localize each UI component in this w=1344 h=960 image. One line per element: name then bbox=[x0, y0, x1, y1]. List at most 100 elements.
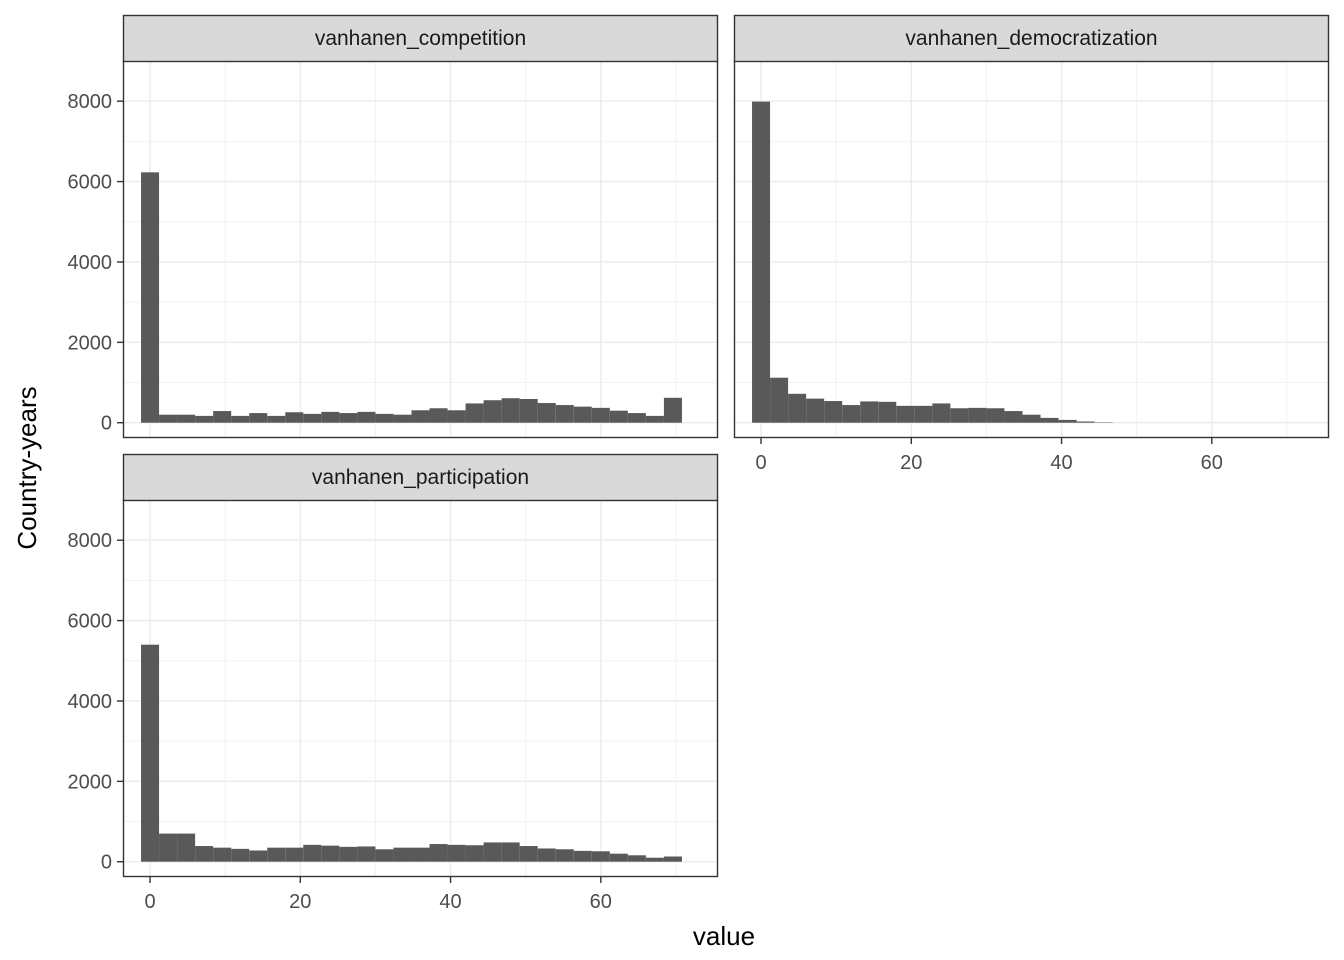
histogram-bar bbox=[465, 845, 484, 862]
histogram-bar bbox=[483, 842, 502, 862]
histogram-bar bbox=[770, 377, 789, 423]
x-tick-label: 0 bbox=[755, 452, 766, 474]
histogram-bar bbox=[339, 413, 358, 423]
histogram-bar bbox=[393, 414, 412, 423]
histogram-bar bbox=[555, 405, 574, 423]
histogram-bar bbox=[1004, 411, 1023, 423]
histogram-bar bbox=[1076, 421, 1095, 423]
histogram-bar bbox=[968, 407, 987, 423]
x-tick-label: 20 bbox=[289, 891, 311, 913]
x-tick-label: 40 bbox=[439, 891, 461, 913]
histogram-bar bbox=[573, 406, 592, 423]
histogram-bar bbox=[824, 401, 843, 423]
facet-strip-label: vanhanen_participation bbox=[312, 466, 529, 489]
histogram-bar bbox=[303, 413, 322, 423]
histogram-bar bbox=[986, 408, 1005, 423]
facet-strip bbox=[122, 14, 719, 63]
panels-layer: vanhanen_competition02000400060008000van… bbox=[68, 14, 1330, 913]
histogram-bar bbox=[249, 850, 268, 862]
histogram-bar bbox=[177, 833, 196, 862]
facet-panel: vanhanen_democratization 0 20 40 60 bbox=[733, 14, 1330, 474]
histogram-bar bbox=[663, 856, 682, 862]
histogram-bar bbox=[555, 849, 574, 862]
histogram-bar bbox=[860, 401, 879, 423]
x-tick-label: 20 bbox=[900, 452, 922, 474]
histogram-bar bbox=[213, 411, 232, 423]
histogram-bar bbox=[932, 403, 951, 423]
x-tick-label: 60 bbox=[590, 891, 612, 913]
y-tick-label: 8000 bbox=[68, 91, 113, 113]
histogram-bar bbox=[842, 405, 861, 423]
histogram-bar bbox=[914, 405, 933, 423]
histogram-bar bbox=[357, 846, 376, 862]
facet-strip bbox=[122, 453, 719, 502]
histogram-bar bbox=[501, 842, 520, 862]
histogram-bar bbox=[950, 408, 969, 423]
histogram-bar bbox=[806, 398, 825, 423]
x-tick-label: 0 bbox=[144, 891, 155, 913]
histogram-bar bbox=[321, 411, 340, 423]
histogram-bar bbox=[519, 846, 538, 862]
y-tick-label: 0 bbox=[101, 852, 112, 874]
y-tick-label: 2000 bbox=[68, 771, 113, 793]
x-tick-label: 40 bbox=[1050, 452, 1072, 474]
histogram-bar bbox=[609, 853, 628, 862]
histogram-bar bbox=[249, 413, 268, 423]
histogram-bar bbox=[159, 414, 178, 423]
histogram-bar bbox=[1040, 417, 1059, 423]
histogram-bar bbox=[1058, 419, 1077, 423]
histogram-bar bbox=[411, 410, 430, 423]
histogram-bar bbox=[411, 847, 430, 862]
histogram-bar bbox=[231, 415, 250, 423]
histogram-bar bbox=[591, 851, 610, 862]
histogram-bar bbox=[159, 833, 178, 862]
histogram-bar bbox=[357, 411, 376, 423]
histogram-bar bbox=[573, 850, 592, 862]
histogram-bar bbox=[177, 414, 196, 423]
histogram-bar bbox=[285, 412, 304, 423]
y-tick-label: 6000 bbox=[68, 611, 113, 633]
histogram-bar bbox=[393, 847, 412, 862]
histogram-bar bbox=[447, 410, 466, 423]
y-tick-label: 2000 bbox=[68, 332, 113, 354]
plot-background bbox=[734, 61, 1329, 438]
plot-background bbox=[123, 61, 718, 438]
histogram-bar bbox=[609, 410, 628, 423]
histogram-bar bbox=[195, 846, 214, 862]
histogram-bar bbox=[519, 399, 538, 423]
histogram-bar bbox=[285, 847, 304, 862]
histogram-bar bbox=[321, 845, 340, 862]
histogram-bar bbox=[1022, 414, 1041, 423]
facet-panel: vanhanen_competition 0 2000 4000 6000 8000 bbox=[68, 14, 719, 439]
histogram-bar bbox=[645, 415, 664, 423]
histogram-bar bbox=[447, 844, 466, 862]
histogram-bar bbox=[141, 172, 160, 423]
histogram-bar bbox=[627, 413, 646, 423]
histogram-bar bbox=[213, 847, 232, 862]
histogram-bar bbox=[267, 847, 286, 862]
histogram-bar bbox=[375, 849, 394, 862]
histogram-bar bbox=[231, 848, 250, 862]
histogram-bar bbox=[483, 400, 502, 423]
y-axis-title: Country-years bbox=[12, 386, 42, 549]
facet-panel: vanhanen_participation 0 2000 4000 6000 8000 0… bbox=[68, 453, 719, 913]
histogram-bar bbox=[878, 401, 897, 423]
histogram-bar bbox=[501, 398, 520, 423]
histogram-bar bbox=[303, 844, 322, 862]
histogram-bar bbox=[429, 844, 448, 862]
histogram-bar bbox=[663, 397, 682, 423]
histogram-bar bbox=[537, 848, 556, 862]
facet-strip-label: vanhanen_democratization bbox=[905, 27, 1157, 50]
histogram-bar bbox=[195, 415, 214, 423]
histogram-bar bbox=[375, 413, 394, 423]
histogram-bar bbox=[465, 403, 484, 423]
histogram-bar bbox=[645, 857, 664, 862]
histogram-bar bbox=[429, 408, 448, 423]
x-axis-title: value bbox=[693, 921, 755, 951]
y-tick-label: 4000 bbox=[68, 691, 113, 713]
histogram-bar bbox=[141, 644, 160, 862]
y-tick-label: 8000 bbox=[68, 530, 113, 552]
plot-background bbox=[123, 500, 718, 877]
facet-strip bbox=[733, 14, 1330, 63]
